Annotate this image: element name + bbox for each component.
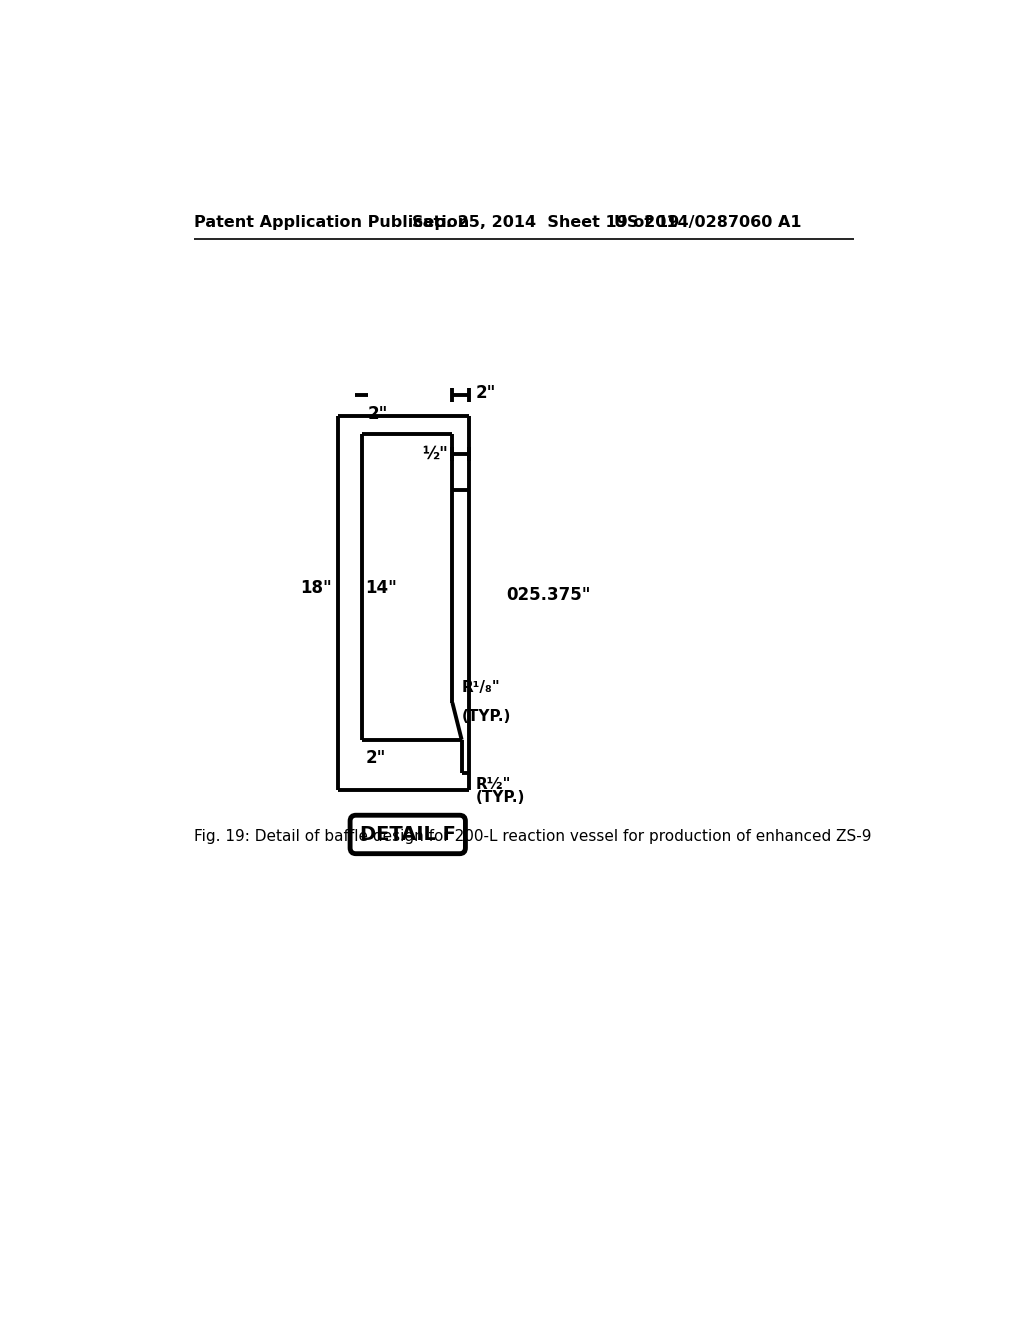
Text: Sep. 25, 2014  Sheet 19 of 19: Sep. 25, 2014 Sheet 19 of 19 — [412, 215, 679, 230]
Text: 2": 2" — [368, 405, 388, 424]
Text: R¹/₈": R¹/₈" — [462, 680, 501, 696]
Text: ½": ½" — [423, 445, 449, 463]
Text: 2": 2" — [366, 748, 386, 767]
Text: 2": 2" — [475, 384, 496, 403]
Text: Patent Application Publication: Patent Application Publication — [195, 215, 470, 230]
Text: Fig. 19: Detail of baffle design for 200-L reaction vessel for production of enh: Fig. 19: Detail of baffle design for 200… — [195, 829, 872, 843]
Text: (TYP.): (TYP.) — [462, 709, 511, 723]
Text: 025.375": 025.375" — [506, 586, 591, 605]
Text: 14": 14" — [366, 578, 397, 597]
Text: (TYP.): (TYP.) — [475, 789, 525, 805]
Text: R½": R½" — [475, 776, 511, 792]
Text: DETAIL F: DETAIL F — [359, 825, 456, 843]
Text: US 2014/0287060 A1: US 2014/0287060 A1 — [614, 215, 802, 230]
Text: 18": 18" — [301, 578, 333, 597]
